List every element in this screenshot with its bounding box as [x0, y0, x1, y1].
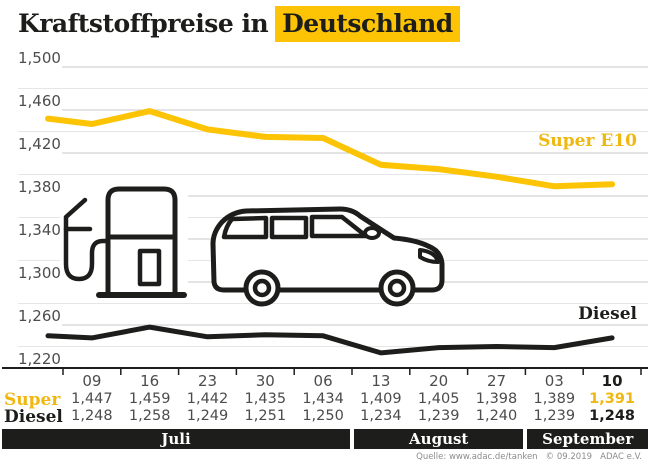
- table-cell-diesel: 1,250: [302, 408, 344, 424]
- month-band-september: September: [527, 429, 648, 449]
- table-cell-super: 1,391: [589, 391, 636, 407]
- table-cell-diesel: 1,239: [417, 408, 460, 424]
- title-highlight: Deutschland: [275, 6, 460, 42]
- table-cell-super: 1,435: [244, 391, 287, 407]
- table-cell-diesel: 1,239: [533, 408, 576, 424]
- table-cell-super: 1,459: [128, 391, 171, 407]
- x-tick-label: 20: [429, 372, 449, 390]
- table-cell-super: 1,398: [475, 391, 518, 407]
- table-cell-diesel: 1,234: [360, 408, 402, 424]
- month-band-august: August: [354, 429, 524, 449]
- car-icon: [210, 206, 445, 307]
- series-line-diesel: [45, 324, 615, 356]
- car-mirror: [363, 226, 381, 240]
- table-cell-super: 1,409: [360, 391, 402, 407]
- price-chart: [2, 66, 648, 375]
- x-tick-label: 06: [313, 372, 333, 390]
- table-cell-super: 1,447: [71, 391, 113, 407]
- title-text: Kraftstoffpreise in: [18, 9, 269, 38]
- table-cell-diesel: 1,248: [71, 408, 113, 424]
- table-cell-super: 1,389: [533, 391, 576, 407]
- line-label-super-e10: Super E10: [538, 131, 637, 151]
- fuel-pump-icon: [60, 183, 188, 298]
- x-tick-label: 13: [371, 372, 391, 390]
- car-headlight: [418, 248, 440, 264]
- y-tick-label: 1,420: [18, 135, 61, 153]
- table-row-diesel-values: 1,248 1,258 1,249 1,251 1,250 1,234 1,239 1,240…: [0, 408, 650, 425]
- x-tick-label: 03: [544, 372, 564, 390]
- table-cell-super: 1,434: [302, 391, 344, 407]
- y-tick-label: 1,460: [18, 92, 61, 110]
- table-cell-diesel: 1,249: [186, 408, 229, 424]
- table-cell-super: 1,442: [186, 391, 229, 407]
- x-tick-label: 10: [601, 372, 623, 390]
- y-tick-label: 1,380: [18, 178, 61, 196]
- table-row-label-diesel: Diesel: [4, 407, 63, 427]
- y-tick-label: 1,500: [18, 49, 61, 67]
- series-lines: [45, 108, 616, 356]
- table-cell-diesel: 1,251: [244, 408, 287, 424]
- y-tick-label: 1,340: [18, 221, 61, 239]
- x-tick-label: 23: [197, 372, 218, 390]
- x-tick-label: 30: [255, 372, 275, 390]
- line-label-diesel: Diesel: [578, 304, 637, 324]
- table-row-super-values: 1,447 1,459 1,442 1,435 1,434 1,409 1,405 1,398…: [0, 391, 650, 408]
- table-cell-diesel: 1,248: [589, 408, 636, 424]
- table-cell-diesel: 1,258: [128, 408, 171, 424]
- table-cell-super: 1,405: [417, 391, 460, 407]
- series-line-super: [45, 108, 616, 190]
- y-tick-label: 1,300: [18, 264, 61, 282]
- x-tick-label: 09: [82, 372, 102, 390]
- table-row-label-super: Super: [4, 390, 61, 410]
- month-band-juli: Juli: [2, 429, 350, 449]
- y-tick-label: 1,220: [18, 350, 61, 368]
- y-tick-label: 1,260: [18, 307, 61, 325]
- x-tick-label: 16: [140, 372, 160, 390]
- x-tick-label: 27: [486, 372, 507, 390]
- page-title: Kraftstoffpreise in Deutschland: [18, 6, 460, 42]
- table-cell-diesel: 1,240: [475, 408, 518, 424]
- source-credit: Quelle: www.adac.de/tanken © 09.2019 ADA…: [416, 452, 642, 462]
